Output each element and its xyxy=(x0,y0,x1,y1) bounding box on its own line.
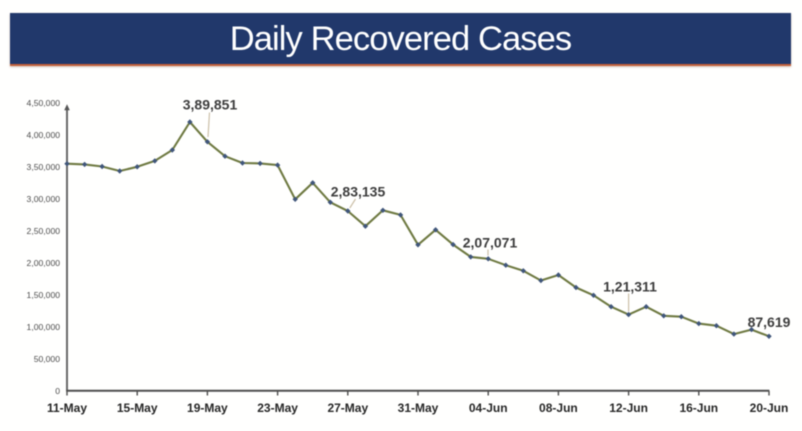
svg-text:3,00,000: 3,00,000 xyxy=(27,194,61,204)
svg-text:4,00,000: 4,00,000 xyxy=(27,130,61,140)
svg-text:15-May: 15-May xyxy=(117,401,158,415)
svg-text:1,00,000: 1,00,000 xyxy=(27,322,61,332)
svg-text:2,50,000: 2,50,000 xyxy=(27,226,61,236)
svg-text:19-May: 19-May xyxy=(187,401,228,415)
svg-text:4,50,000: 4,50,000 xyxy=(27,98,61,108)
svg-text:2,07,071: 2,07,071 xyxy=(463,235,518,251)
svg-text:23-May: 23-May xyxy=(257,401,298,415)
svg-text:1,50,000: 1,50,000 xyxy=(27,290,61,300)
svg-text:0: 0 xyxy=(55,386,60,396)
svg-text:1,21,311: 1,21,311 xyxy=(603,279,657,295)
svg-text:87,619: 87,619 xyxy=(748,314,791,330)
svg-text:08-Jun: 08-Jun xyxy=(539,401,578,415)
svg-text:3,89,851: 3,89,851 xyxy=(183,97,238,113)
svg-text:31-May: 31-May xyxy=(398,401,439,415)
svg-text:27-May: 27-May xyxy=(327,401,368,415)
svg-text:16-Jun: 16-Jun xyxy=(679,401,718,415)
svg-text:20-Jun: 20-Jun xyxy=(750,401,789,415)
svg-text:2,00,000: 2,00,000 xyxy=(27,258,61,268)
svg-text:12-Jun: 12-Jun xyxy=(609,401,648,415)
svg-text:2,83,135: 2,83,135 xyxy=(331,184,386,200)
svg-text:3,50,000: 3,50,000 xyxy=(27,162,61,172)
svg-text:04-Jun: 04-Jun xyxy=(469,401,508,415)
svg-text:11-May: 11-May xyxy=(47,401,87,415)
svg-text:50,000: 50,000 xyxy=(34,354,61,364)
